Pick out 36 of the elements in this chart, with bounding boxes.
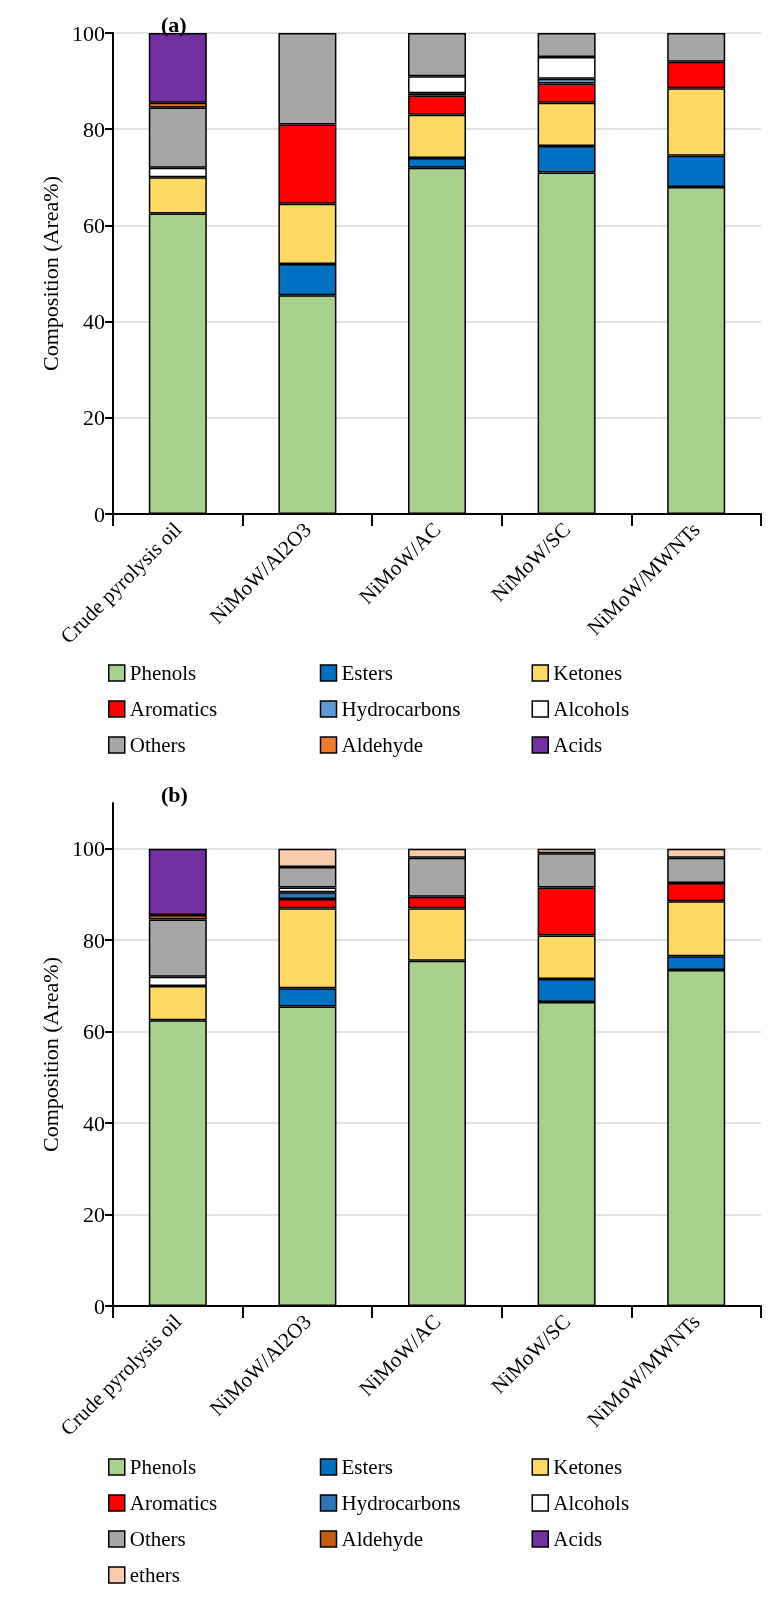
legend-label: Esters — [341, 661, 393, 685]
y-tick-label: 80 — [83, 927, 105, 953]
y-tick-label: 60 — [83, 212, 105, 238]
legend-label: Ketones — [553, 661, 623, 685]
y-tick-label: 0 — [94, 501, 105, 527]
legend-label: Aldehyde — [341, 733, 424, 757]
legend-label: Phenols — [129, 661, 197, 685]
legend-label: Esters — [341, 1455, 393, 1479]
legend-label: Alcohols — [553, 1491, 630, 1515]
legend-label: Acids — [553, 1527, 603, 1551]
y-tick-label: 0 — [94, 1293, 105, 1319]
legend-label: Aromatics — [129, 697, 218, 721]
y-tick-label: 40 — [83, 309, 105, 335]
bar — [148, 848, 207, 916]
y-tick-label: 40 — [83, 1110, 105, 1136]
y-tick-label: 100 — [72, 836, 105, 862]
legend-label: Aromatics — [129, 1491, 218, 1515]
legend-label: Ketones — [553, 1455, 623, 1479]
chart-title: (a) — [161, 11, 187, 37]
legend-label: Others — [129, 733, 186, 757]
legend-label: Aldehyde — [341, 1527, 424, 1551]
y-tick-label: 60 — [83, 1019, 105, 1045]
chart-title: (b) — [161, 781, 188, 807]
y-axis-title: Composition (Area%) — [37, 957, 63, 1152]
legend-label: Hydrocarbons — [341, 1491, 461, 1515]
legend-label: Hydrocarbons — [341, 697, 461, 721]
legend-label: ethers — [129, 1563, 180, 1587]
y-tick-label: 80 — [83, 116, 105, 142]
legend-label: Acids — [553, 733, 603, 757]
legend-label: Others — [129, 1527, 186, 1551]
y-tick-label: 20 — [83, 1202, 105, 1228]
y-tick-label: 100 — [72, 20, 105, 46]
y-tick-label: 20 — [83, 405, 105, 431]
legend-label: Phenols — [129, 1455, 197, 1479]
legend-label: Alcohols — [553, 697, 630, 721]
y-axis-title: Composition (Area%) — [37, 176, 63, 371]
